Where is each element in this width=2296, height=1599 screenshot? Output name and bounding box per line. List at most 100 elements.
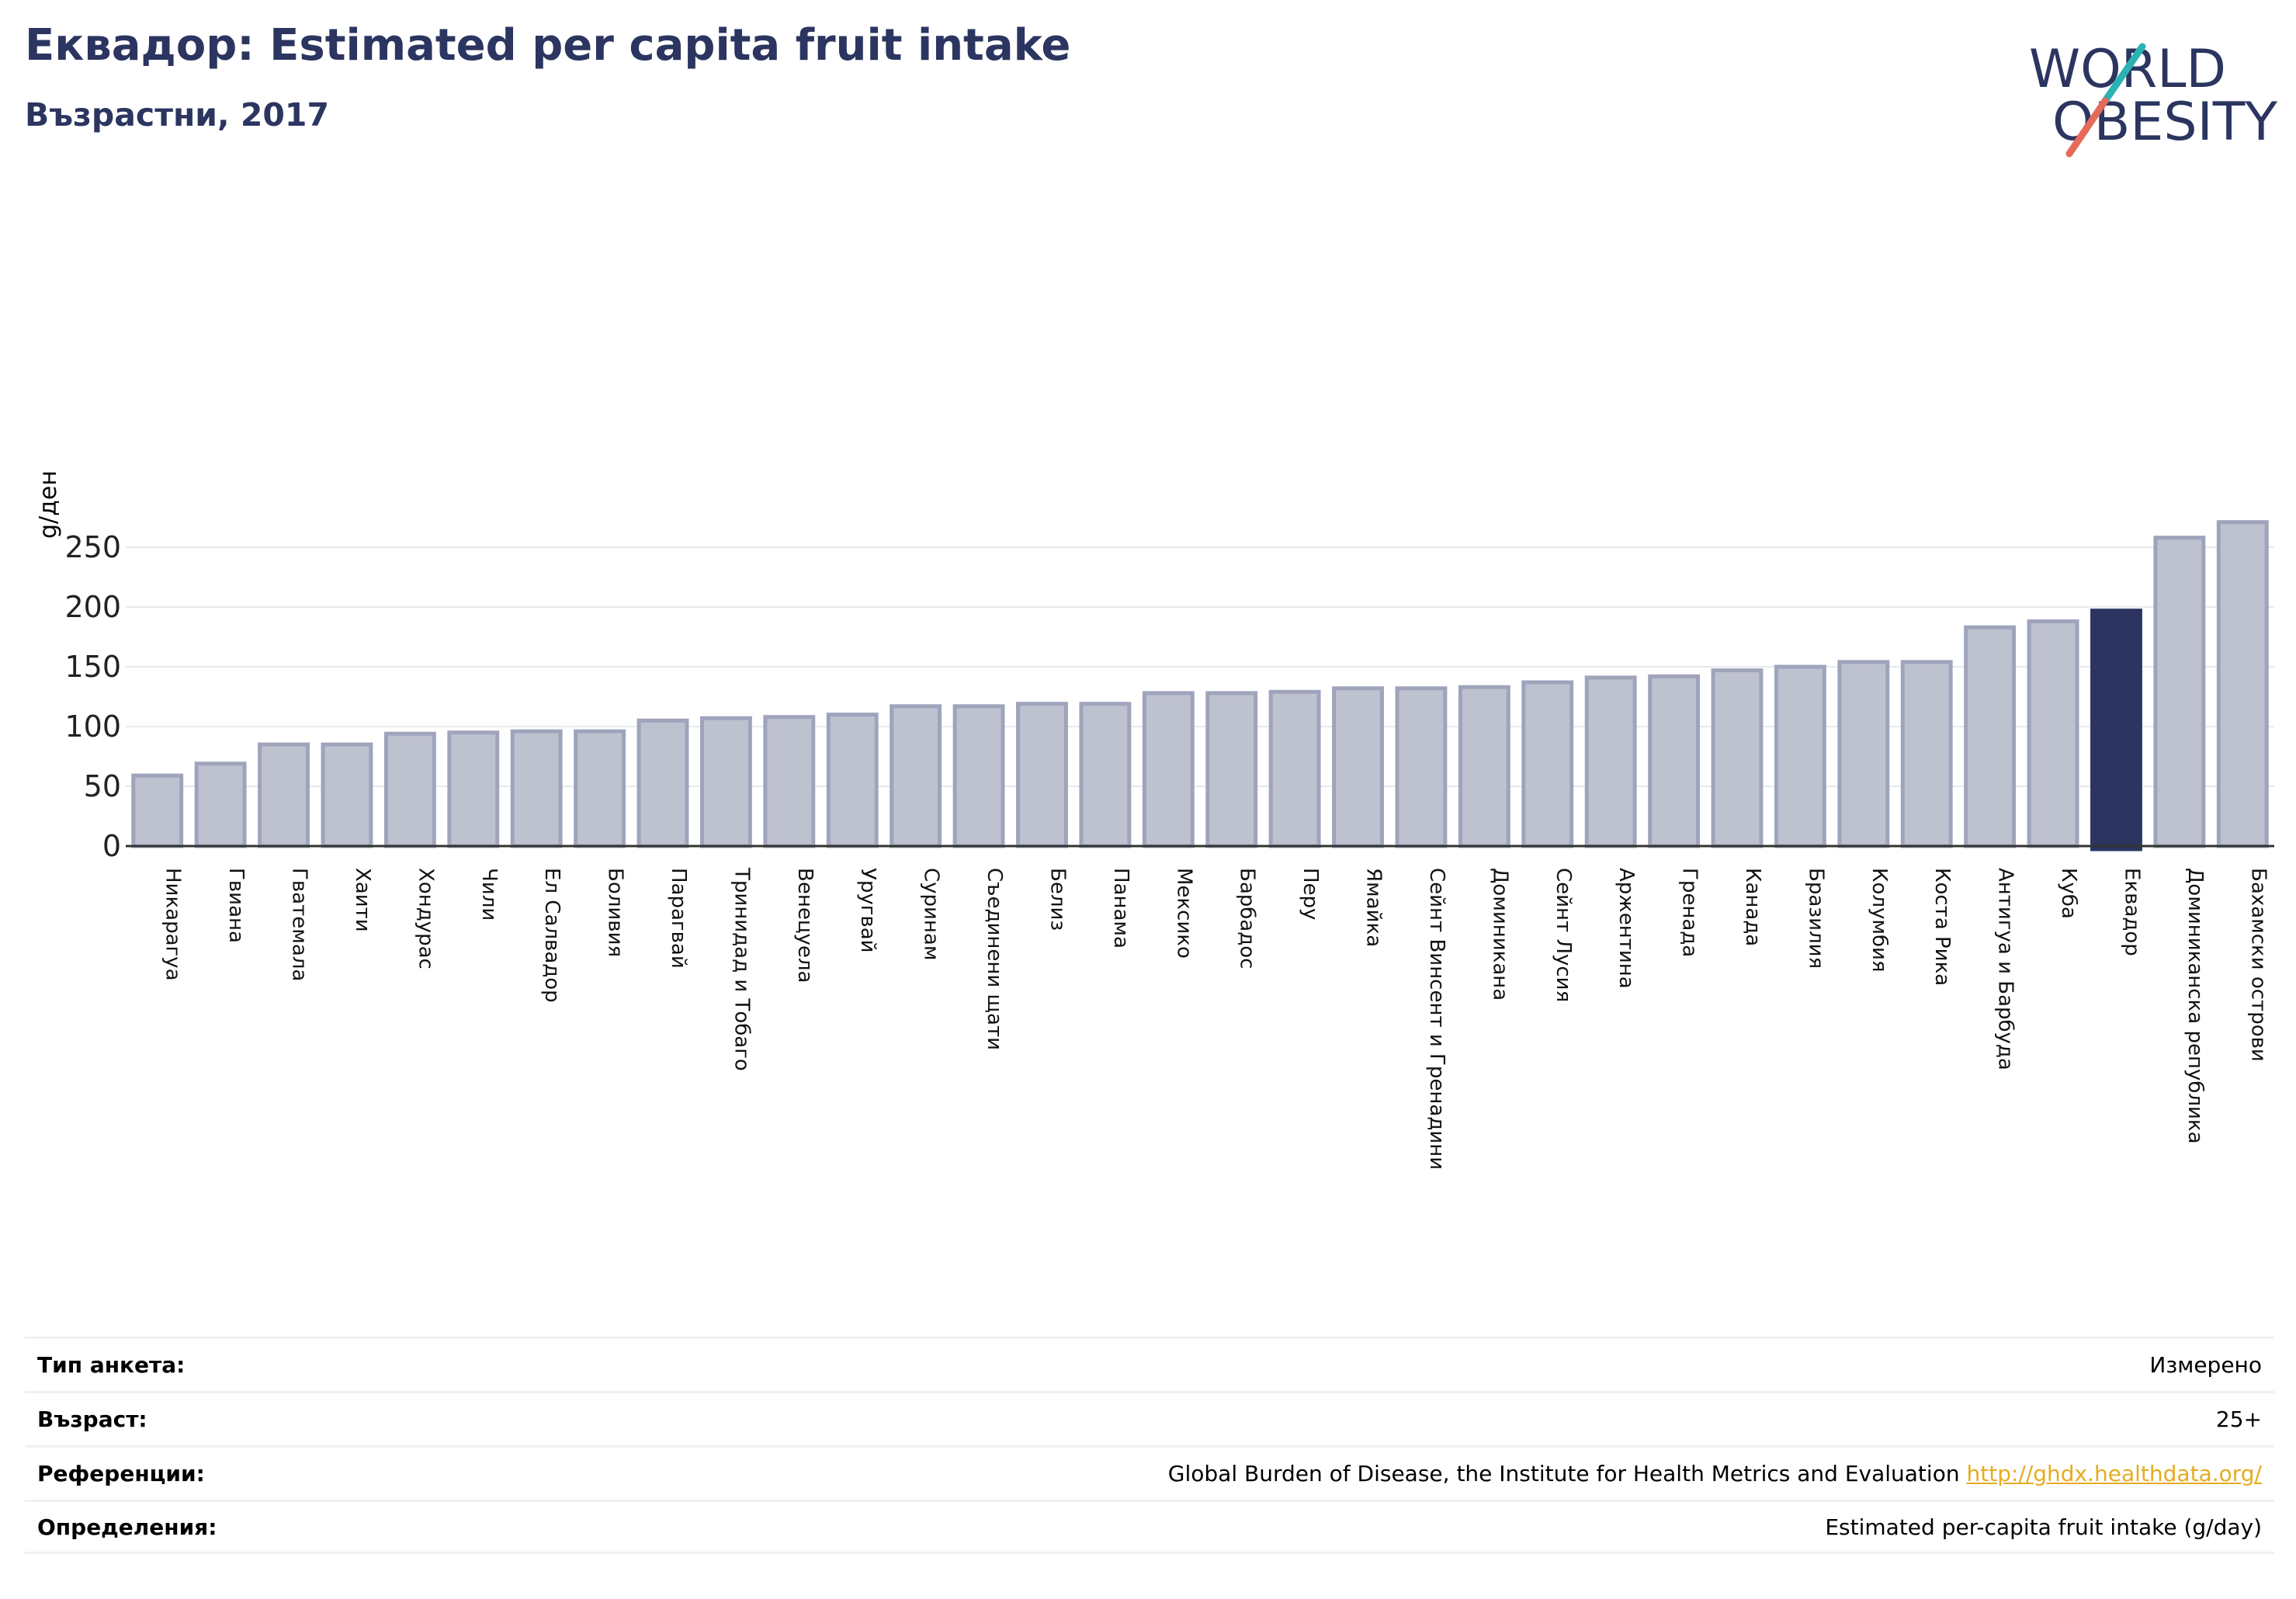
x-tick-label: Бахамски острови xyxy=(2246,868,2270,1062)
logo-slash-teal xyxy=(2101,43,2146,105)
bar xyxy=(2216,520,2269,848)
bar xyxy=(2153,536,2206,848)
bar xyxy=(447,730,500,848)
x-tick-label: Гватемала xyxy=(288,868,311,981)
x-tick-label: Антигуа и Барбуда xyxy=(1994,868,2017,1070)
x-tick-label: Мексико xyxy=(1172,868,1195,959)
x-tick-label: Гренада xyxy=(1678,868,1701,957)
x-tick-label: Ел Салвадор xyxy=(540,868,564,1003)
x-tick-label: Куба xyxy=(2057,868,2080,919)
x-tick-label: Боливия xyxy=(604,868,627,957)
x-tick-label: Перу xyxy=(1299,868,1322,920)
bar-highlight xyxy=(2090,609,2142,852)
logo-slash-coral xyxy=(2065,97,2109,158)
x-tick-label: Уругвай xyxy=(856,868,879,953)
bar xyxy=(763,715,816,848)
bar xyxy=(890,704,942,848)
info-value: Estimated per-capita fruit intake (g/day… xyxy=(1825,1514,2262,1540)
bar xyxy=(194,761,247,848)
info-row-age: Възраст: 25+ xyxy=(25,1391,2274,1445)
x-tick-label: Сейнт Лусия xyxy=(1552,868,1575,1002)
y-tick-label: 100 xyxy=(64,709,121,744)
bar xyxy=(1837,660,1890,848)
info-row-references: Референции: Global Burden of Disease, th… xyxy=(25,1445,2274,1500)
x-tick-label: Суринам xyxy=(920,868,943,961)
bar xyxy=(1774,664,1826,848)
y-tick-label: 250 xyxy=(64,530,121,564)
bar xyxy=(131,773,184,848)
y-axis-label: g/ден xyxy=(35,470,62,539)
info-row-survey-type: Тип анкета: Измерено xyxy=(25,1337,2274,1391)
bar-chart: 0 50 100 150 200 250 g/ден Никарагуа Гвиана Гва… xyxy=(35,470,2274,1170)
y-tick-label: 200 xyxy=(64,590,121,624)
x-tick-label: Сейнт Винсент и Гренадини xyxy=(1425,868,1448,1170)
x-tick-label: Хондурас xyxy=(414,868,437,969)
x-tick-label: Ямайка xyxy=(1362,868,1386,947)
x-tick-label: Гвиана xyxy=(224,868,248,943)
y-axis-ticks: 0 50 100 150 200 250 xyxy=(64,530,121,863)
info-row-definitions: Определения: Estimated per-capita fruit … xyxy=(25,1500,2274,1554)
x-tick-label: Канада xyxy=(1741,868,1764,946)
info-label: Референции: xyxy=(37,1461,205,1486)
x-tick-label: Никарагуа xyxy=(161,868,185,981)
info-table: Тип анкета: Измерено Възраст: 25+ Рефере… xyxy=(25,1337,2274,1554)
x-tick-label: Тринидад и Тобаго xyxy=(730,867,753,1071)
reference-text: Global Burden of Disease, the Institute … xyxy=(1167,1461,1960,1486)
bar xyxy=(1584,675,1637,848)
bar xyxy=(1332,686,1384,848)
info-value: 25+ xyxy=(2215,1406,2262,1432)
x-tick-label: Доминикана xyxy=(1488,868,1511,1001)
y-tick-label: 50 xyxy=(84,769,121,803)
bar xyxy=(952,704,1005,848)
bar xyxy=(1395,686,1448,848)
bar xyxy=(699,716,752,848)
bar xyxy=(1648,674,1701,848)
x-tick-label: Аржентина xyxy=(1614,868,1638,989)
reference-link[interactable]: http://ghdx.healthdata.org/ xyxy=(1966,1461,2262,1486)
y-tick-label: 0 xyxy=(102,829,121,863)
x-tick-label: Чили xyxy=(477,868,501,921)
bar xyxy=(636,718,689,848)
bar xyxy=(574,729,626,848)
bar xyxy=(1016,702,1068,848)
info-value-references: Global Burden of Disease, the Institute … xyxy=(1168,1461,2262,1486)
bar xyxy=(1711,668,1764,848)
bar xyxy=(826,713,879,848)
x-tick-label: Венецуела xyxy=(793,868,817,983)
x-tick-label: Колумбия xyxy=(1868,868,1891,973)
bar xyxy=(383,731,436,848)
x-tick-label: Еквадор xyxy=(2120,868,2143,956)
x-tick-label: Белиз xyxy=(1046,868,1069,931)
x-tick-label: Коста Рика xyxy=(1930,868,1954,986)
bar xyxy=(510,729,563,848)
logo-text-obesity: OBESITY xyxy=(2052,92,2277,153)
bar xyxy=(1205,691,1258,848)
info-label: Тип анкета: xyxy=(37,1352,186,1378)
x-tick-label: Хаити xyxy=(351,868,374,932)
x-tick-label: Бразилия xyxy=(1804,868,1827,969)
bar xyxy=(1268,689,1321,848)
y-tick-label: 150 xyxy=(64,650,121,684)
info-label: Възраст: xyxy=(37,1406,147,1432)
x-tick-label: Барбадос xyxy=(1236,868,1259,969)
bar xyxy=(258,742,310,848)
world-obesity-logo: WORLD OBESITY xyxy=(2029,39,2277,158)
bar xyxy=(2027,619,2079,848)
chart-title: Еквадор: Estimated per capita fruit inta… xyxy=(25,20,1071,71)
x-tick-label: Парагвай xyxy=(667,868,690,969)
bar xyxy=(1458,685,1510,848)
bar xyxy=(1964,625,2017,848)
x-axis-labels: Никарагуа Гвиана Гватемала Хаити Хондурас Чил… xyxy=(161,867,2270,1170)
chart-subtitle: Възрастни, 2017 xyxy=(25,96,329,134)
bar xyxy=(1079,702,1132,848)
x-tick-label: Съединени щати xyxy=(983,868,1006,1050)
bars xyxy=(131,520,2269,852)
info-label: Определения: xyxy=(37,1514,217,1540)
bar xyxy=(1142,691,1195,848)
bar xyxy=(321,742,373,848)
x-tick-label: Панама xyxy=(1109,868,1132,949)
bar xyxy=(1521,680,1574,848)
x-tick-label: Доминиканска република xyxy=(2183,868,2207,1144)
bar xyxy=(1900,660,1953,848)
info-value: Измерено xyxy=(2149,1352,2262,1378)
